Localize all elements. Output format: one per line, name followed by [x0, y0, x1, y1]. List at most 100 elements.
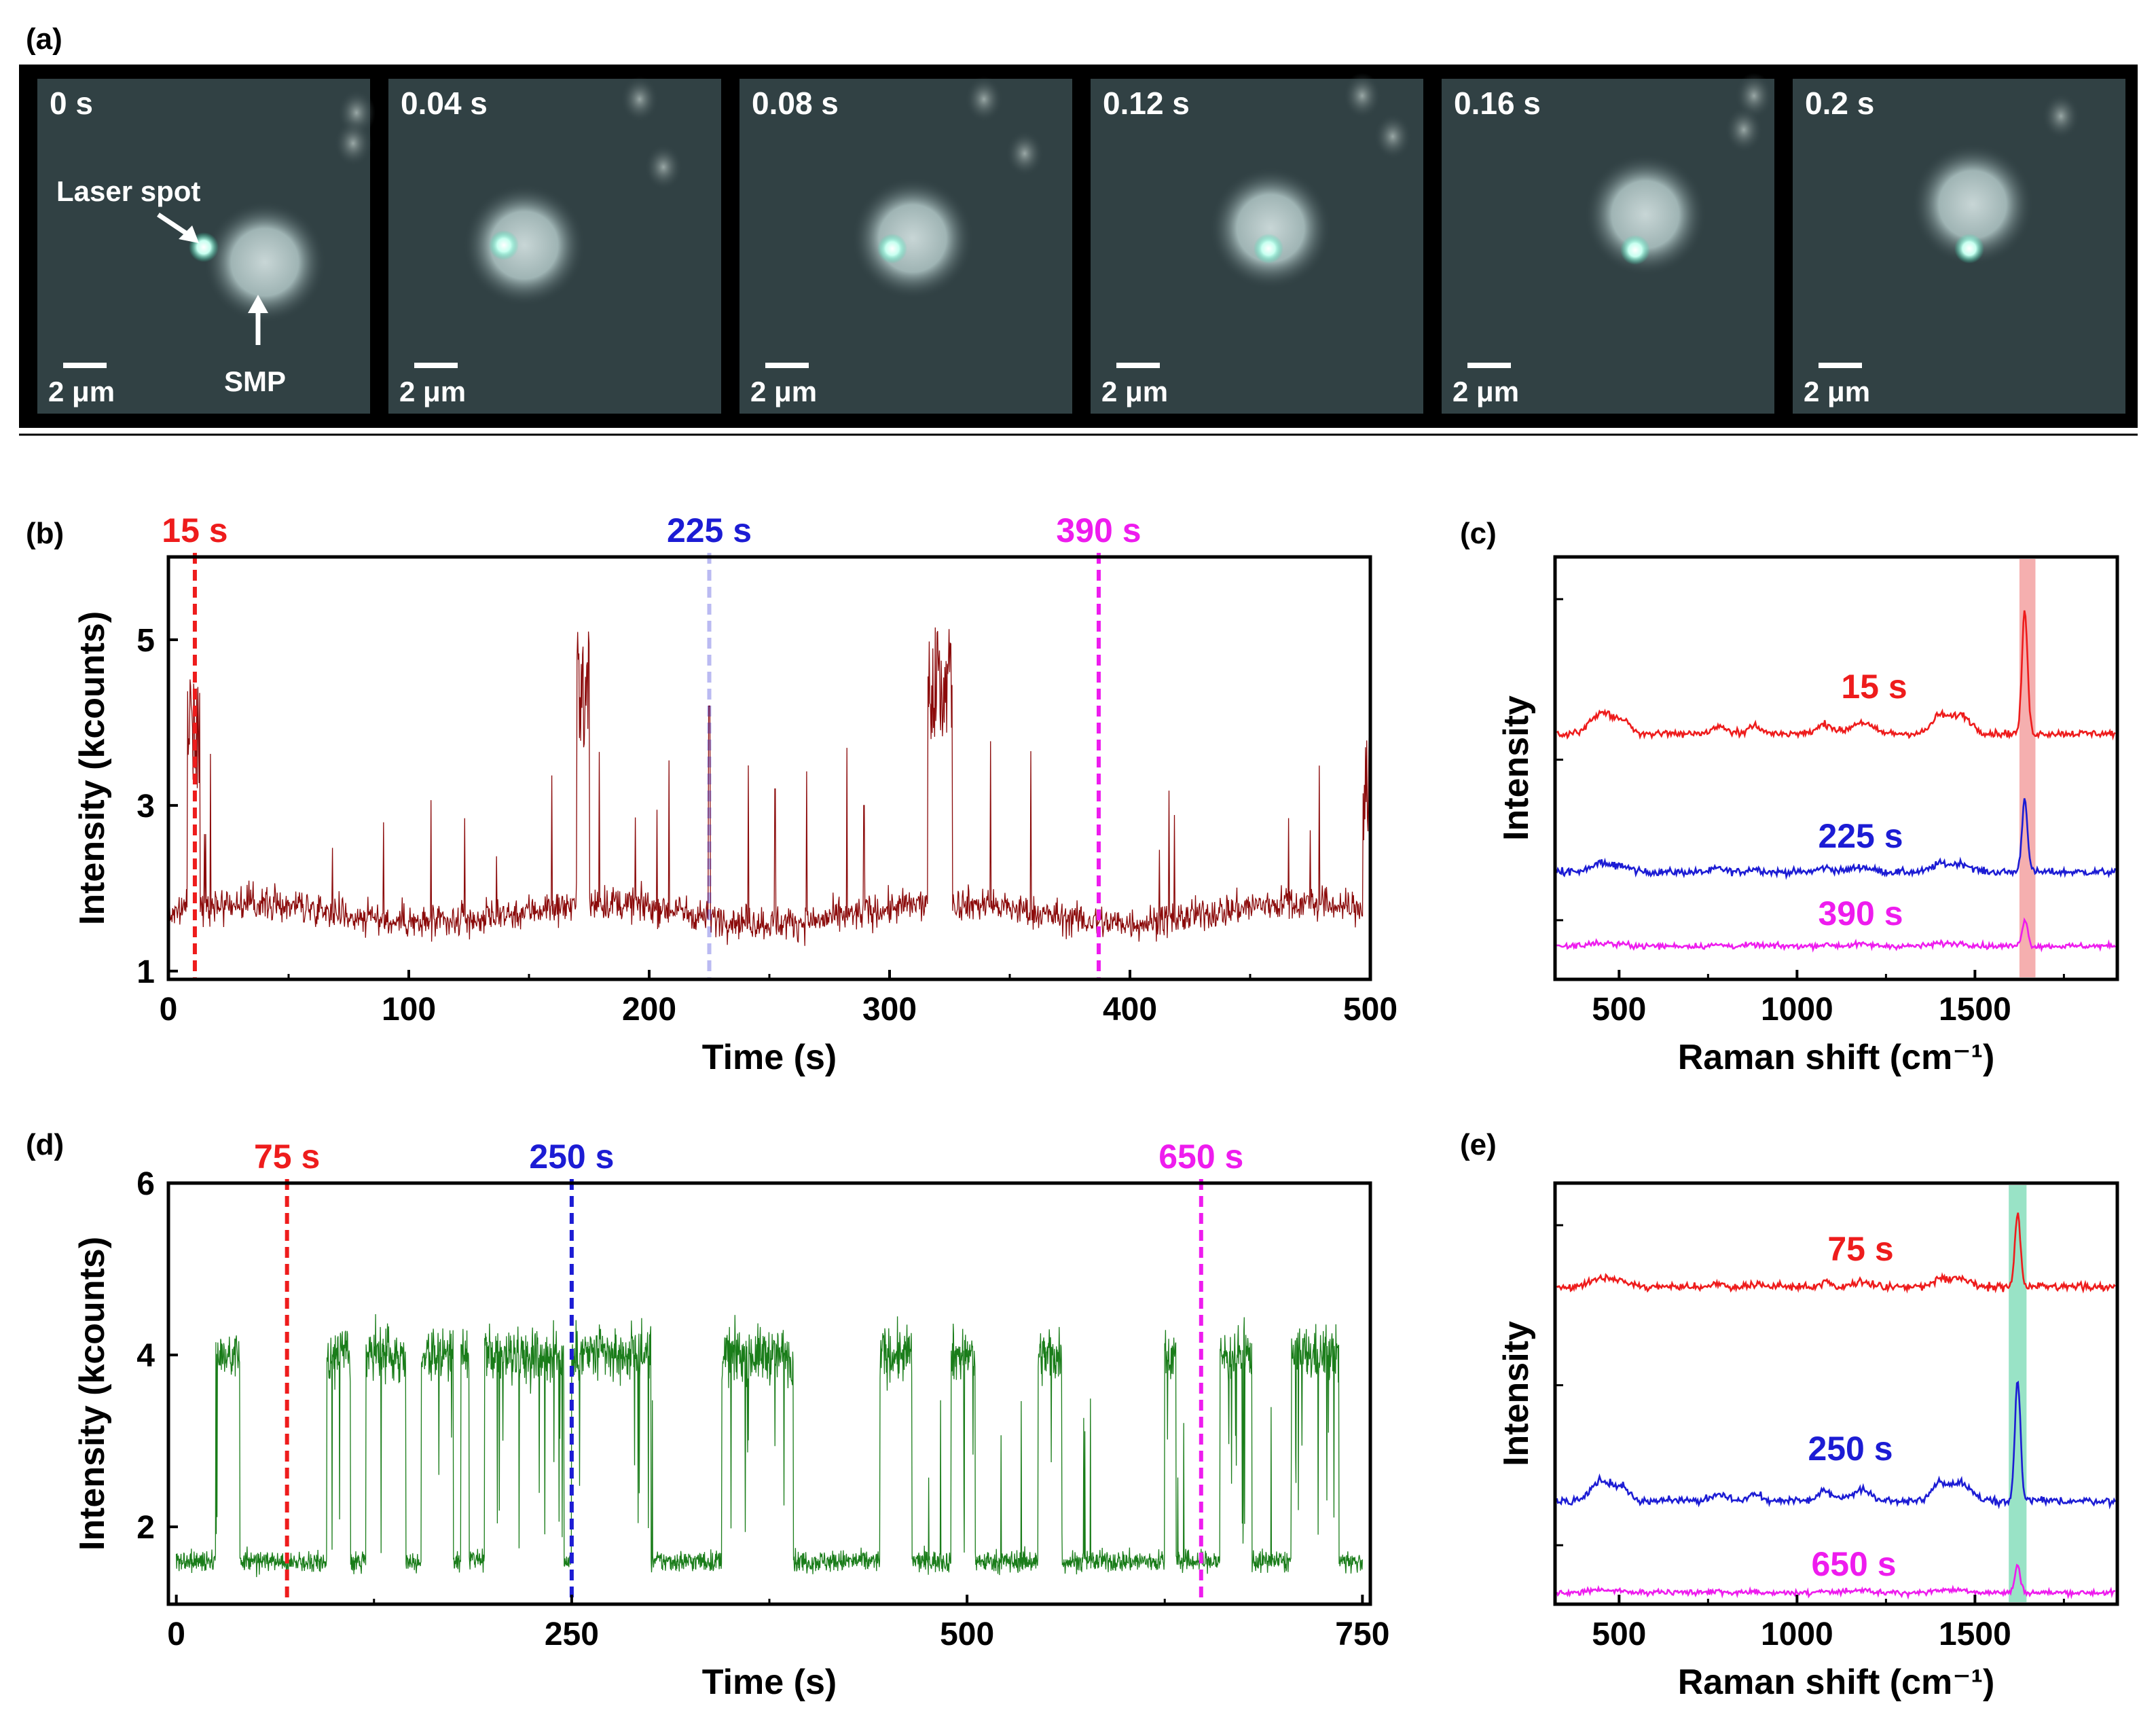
- peak-highlight-band: [2019, 559, 2036, 977]
- small-particle: [1006, 130, 1044, 177]
- scale-bar: [1467, 363, 1511, 368]
- smp-arrow-head: [248, 295, 268, 313]
- plot-frame: [1553, 555, 2119, 981]
- laser-spot: [1954, 234, 1984, 264]
- image-frame: 0 s 2 μm Laser spot SMP: [37, 79, 376, 414]
- chart-b: 15 s 225 s 390 s 0 100 200 300 400 500 1 3 5 Time (s…: [73, 511, 1397, 1077]
- frame-time-label: 0.08 s: [752, 86, 839, 121]
- panel-label-e: (e): [1460, 1128, 1497, 1161]
- intensity-trace: [175, 1314, 1364, 1578]
- image-frame: 0.04 s 2 μm: [388, 76, 721, 414]
- x-tick-label: 500: [1343, 992, 1397, 1028]
- scale-bar-label: 2 μm: [48, 376, 115, 407]
- smp-particle: [852, 177, 974, 300]
- x-tick-label: 750: [1335, 1616, 1389, 1652]
- time-marker-label: 225 s: [667, 511, 752, 549]
- x-tick-label: 250: [545, 1616, 599, 1652]
- small-particle: [1725, 107, 1763, 153]
- small-particle: [644, 144, 682, 190]
- smp-particle: [1584, 153, 1706, 276]
- chart-d: 75 s 250 s 650 s 0 250 500 750 2 4 6 Time (s) Inten…: [73, 1138, 1389, 1702]
- smp-particle: [1209, 167, 1332, 289]
- panel-label-c: (c): [1460, 517, 1497, 550]
- scale-bar: [1819, 363, 1862, 368]
- y-tick-label: 2: [136, 1510, 155, 1546]
- time-marker-label: 75 s: [254, 1138, 320, 1176]
- laser-spot: [1620, 235, 1650, 265]
- frame-time-label: 0.12 s: [1103, 86, 1190, 121]
- x-tick-label: 1500: [1939, 992, 2011, 1028]
- x-axis-label: Raman shift (cm⁻¹): [1678, 1038, 1995, 1077]
- scale-bar: [765, 363, 809, 368]
- small-particle: [2042, 93, 2080, 139]
- y-tick-label: 3: [136, 789, 155, 825]
- laser-spot: [1254, 234, 1283, 264]
- y-axis-label: Intensity (kcounts): [73, 1237, 112, 1551]
- smp-particle: [204, 201, 326, 323]
- image-frame: 0.16 s 2 μm: [1442, 73, 1774, 414]
- y-tick-label: 4: [136, 1338, 155, 1374]
- spectrum-line: [1556, 610, 2116, 741]
- x-axis-label: Time (s): [702, 1663, 837, 1702]
- spectrum-label: 75 s: [1827, 1230, 1893, 1268]
- intensity-trace: [168, 627, 1371, 946]
- spectrum-label: 225 s: [1818, 817, 1903, 855]
- x-tick-label: 500: [1592, 992, 1646, 1028]
- spectrum-label: 250 s: [1808, 1430, 1893, 1468]
- spectrum-line: [1556, 1380, 2117, 1510]
- x-axis-label: Raman shift (cm⁻¹): [1678, 1663, 1995, 1702]
- small-particle: [621, 76, 659, 122]
- smp-particle: [1912, 143, 2034, 266]
- peak-highlight-band: [2009, 1185, 2027, 1602]
- x-tick-label: 1000: [1761, 992, 1833, 1028]
- panel-label-d: (d): [26, 1128, 64, 1161]
- small-particle: [1374, 113, 1412, 160]
- smp-annotation: SMP: [224, 365, 286, 397]
- x-tick-label: 300: [862, 992, 917, 1028]
- scale-bar-label: 2 μm: [1804, 376, 1870, 407]
- smp-particle: [463, 184, 585, 306]
- scale-bar: [414, 363, 458, 368]
- spectrum-label: 15 s: [1841, 668, 1907, 706]
- scale-bar-label: 2 μm: [1101, 376, 1168, 407]
- frame-time-label: 0.16 s: [1454, 86, 1541, 121]
- y-axis-label: Intensity (kcounts): [73, 611, 112, 925]
- image-frame: 0.2 s 2 μm: [1793, 79, 2125, 414]
- scale-bar-label: 2 μm: [1452, 376, 1519, 407]
- x-tick-label: 500: [1592, 1616, 1646, 1652]
- laser-spot: [877, 234, 907, 264]
- time-marker-label: 650 s: [1158, 1138, 1243, 1176]
- spectrum-label: 650 s: [1811, 1545, 1896, 1583]
- spectrum-line: [1556, 798, 2117, 880]
- image-frame: 0.12 s 2 μm: [1091, 73, 1423, 414]
- panel-label-a: (a): [26, 22, 62, 56]
- frame-time-label: 0.2 s: [1805, 86, 1874, 121]
- x-axis-label: Time (s): [702, 1038, 837, 1077]
- plot-frame: [1553, 1181, 2119, 1606]
- y-tick-label: 6: [136, 1166, 155, 1202]
- y-axis-label: Intensity: [1497, 1321, 1536, 1466]
- y-axis-label: Intensity: [1497, 695, 1536, 841]
- x-tick-label: 500: [940, 1616, 994, 1652]
- x-tick-label: 200: [622, 992, 676, 1028]
- time-marker-label: 390 s: [1056, 511, 1141, 549]
- x-tick-label: 0: [167, 1616, 185, 1652]
- spectrum-line: [1556, 1563, 2116, 1600]
- laser-spot: [489, 230, 519, 260]
- x-tick-label: 100: [382, 992, 436, 1028]
- plot-frame: [166, 1181, 1372, 1606]
- spectrum-line: [1556, 1212, 2116, 1294]
- scale-bar: [63, 363, 107, 368]
- small-particle: [334, 120, 372, 166]
- x-tick-label: 0: [160, 992, 178, 1028]
- chart-c: 15 s 225 s 390 s 500 1000 1500 Raman shift (cm…: [1497, 555, 2119, 1077]
- scale-bar-label: 2 μm: [750, 376, 817, 407]
- chart-e: 75 s 250 s 650 s 500 1000 1500 Raman shift (cm…: [1497, 1181, 2119, 1702]
- frame-time-label: 0 s: [50, 86, 93, 121]
- y-tick-label: 1: [136, 954, 155, 990]
- x-tick-label: 400: [1103, 992, 1157, 1028]
- x-tick-label: 1000: [1761, 1616, 1833, 1652]
- small-particle: [965, 76, 1003, 122]
- scale-bar: [1116, 363, 1160, 368]
